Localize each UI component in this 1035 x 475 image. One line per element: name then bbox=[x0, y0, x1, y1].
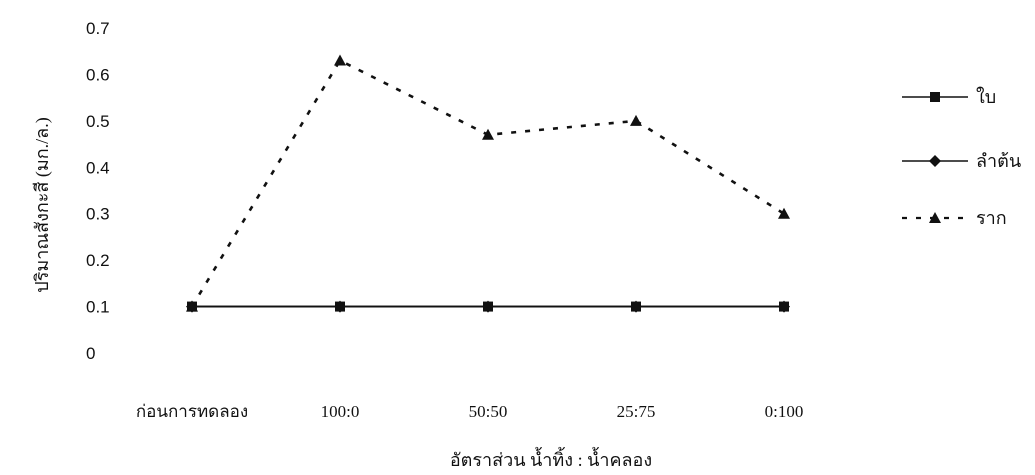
legend-label: ลำต้น bbox=[976, 151, 1021, 171]
data-point bbox=[630, 114, 642, 126]
legend-item: ลำต้น bbox=[902, 151, 1021, 171]
legend-label: ราก bbox=[976, 208, 1007, 228]
y-tick-label: 0.4 bbox=[86, 158, 110, 177]
legend-item: ใบ bbox=[902, 86, 996, 107]
x-axis-title: อัตราส่วน น้ำทิ้ง : น้ำคลอง bbox=[450, 447, 652, 470]
legend-item: ราก bbox=[902, 208, 1007, 228]
data-point bbox=[334, 54, 346, 66]
legend-marker bbox=[929, 212, 941, 223]
x-axis-ticks: ก่อนการทดลอง 100:0 50:50 25:75 0:100 bbox=[136, 402, 804, 421]
y-tick-label: 0.3 bbox=[86, 205, 110, 224]
y-tick-label: 0.7 bbox=[86, 19, 110, 38]
data-point bbox=[778, 300, 790, 313]
y-tick-label: 0.2 bbox=[86, 251, 110, 270]
data-point bbox=[482, 300, 494, 313]
y-axis-title: ปริมาณสังกะสี (มก./ล.) bbox=[32, 117, 53, 292]
y-tick-label: 0 bbox=[86, 344, 95, 363]
series-line bbox=[190, 58, 785, 308]
legend-marker bbox=[930, 92, 940, 102]
y-axis-ticks: 0 0.1 0.2 0.3 0.4 0.5 0.6 0.7 bbox=[86, 19, 110, 363]
data-point bbox=[334, 300, 346, 313]
y-tick-label: 0.5 bbox=[86, 112, 110, 131]
data-point bbox=[482, 128, 494, 140]
x-tick-label: 0:100 bbox=[765, 402, 804, 421]
series-2 bbox=[186, 300, 790, 313]
legend-label: ใบ bbox=[976, 86, 996, 107]
plot-area bbox=[186, 54, 790, 313]
y-tick-label: 0.1 bbox=[86, 298, 110, 317]
x-tick-label: 50:50 bbox=[469, 402, 508, 421]
series-3 bbox=[186, 54, 790, 312]
data-point bbox=[630, 300, 642, 313]
data-point bbox=[778, 207, 790, 219]
legend-marker bbox=[929, 155, 941, 167]
data-point bbox=[186, 300, 198, 312]
x-tick-label: 100:0 bbox=[321, 402, 360, 421]
x-tick-label: 25:75 bbox=[617, 402, 656, 421]
x-tick-label: ก่อนการทดลอง bbox=[136, 402, 248, 421]
y-tick-label: 0.6 bbox=[86, 65, 110, 84]
